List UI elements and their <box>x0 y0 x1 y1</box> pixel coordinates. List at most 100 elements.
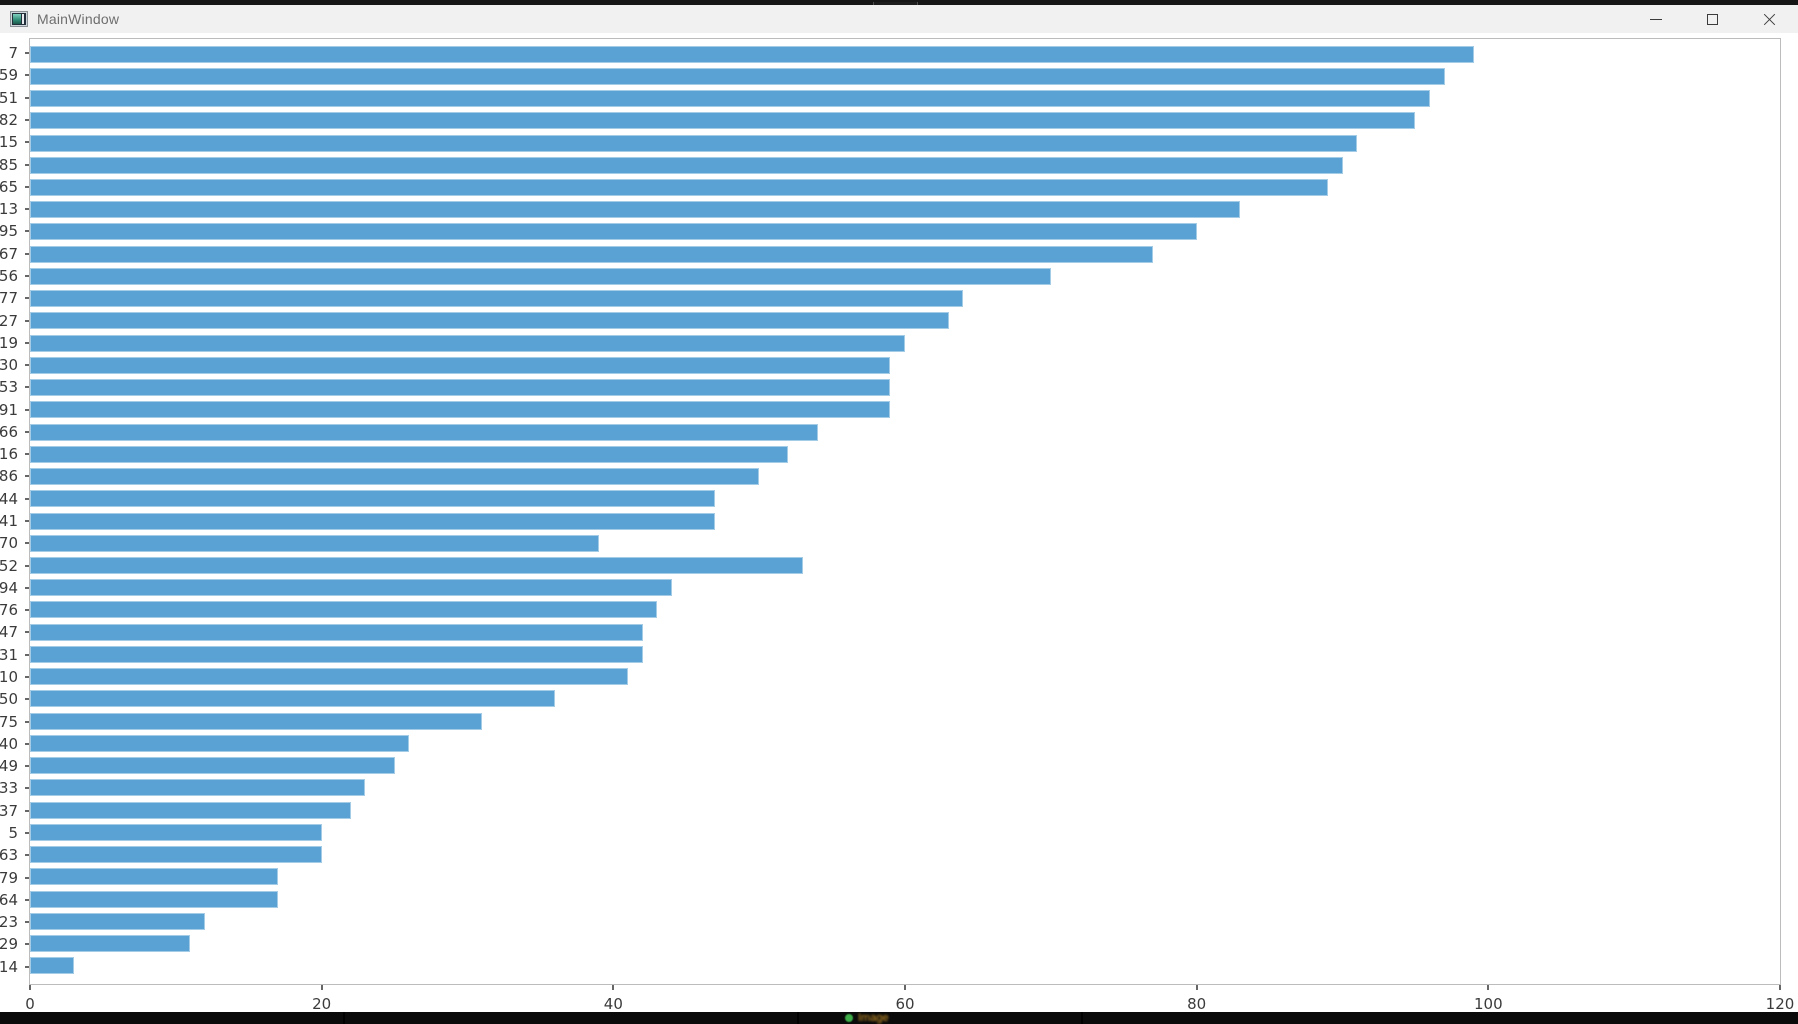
bar <box>30 312 949 330</box>
y-tick <box>25 497 29 500</box>
y-tick <box>25 631 29 634</box>
bar-row <box>30 599 1780 621</box>
x-tick-label: 0 <box>25 995 35 1013</box>
y-tick <box>25 408 29 411</box>
y-axis-label: 27 <box>0 309 29 331</box>
y-tick <box>25 520 29 523</box>
bar <box>30 712 483 730</box>
bar-row <box>30 154 1780 176</box>
y-tick <box>25 676 29 679</box>
y-tick <box>25 475 29 478</box>
bar <box>30 645 643 663</box>
y-axis-label: 41 <box>0 510 29 532</box>
y-axis-label: 56 <box>0 265 29 287</box>
y-axis: 7 59 51 82 15 85 65 13 95 67 56 77 27 19 30 53 91 66 16 86 4… <box>0 42 29 978</box>
y-axis-label: 86 <box>0 465 29 487</box>
bar-row <box>30 755 1780 777</box>
y-axis-label: 14 <box>0 956 29 978</box>
y-axis-label: 23 <box>0 911 29 933</box>
bar-row <box>30 43 1780 65</box>
bar-row <box>30 821 1780 843</box>
y-axis-label: 37 <box>0 800 29 822</box>
bar-row <box>30 465 1780 487</box>
bar <box>30 779 366 797</box>
x-tick-label: 20 <box>312 995 332 1013</box>
y-tick <box>25 274 29 277</box>
y-tick <box>25 698 29 701</box>
bar <box>30 67 1445 85</box>
y-tick <box>25 341 29 344</box>
divider <box>797 1012 799 1024</box>
bar-row <box>30 732 1780 754</box>
bar-row <box>30 488 1780 510</box>
maximize-button[interactable] <box>1684 5 1741 33</box>
y-tick <box>25 564 29 567</box>
bar-row <box>30 243 1780 265</box>
bar <box>30 201 1241 219</box>
background-status-text: Image <box>858 1012 889 1024</box>
bar-row <box>30 443 1780 465</box>
y-tick <box>25 208 29 211</box>
y-axis-label: 31 <box>0 644 29 666</box>
close-button[interactable] <box>1741 5 1798 33</box>
bar <box>30 912 205 930</box>
y-axis-label: 13 <box>0 198 29 220</box>
bar <box>30 757 395 775</box>
bar <box>30 534 599 552</box>
bar <box>30 823 322 841</box>
bar-row <box>30 199 1780 221</box>
background-app-bottom-strip: Image <box>0 1012 1798 1024</box>
y-axis-label: 5 <box>0 822 29 844</box>
bar-row <box>30 310 1780 332</box>
x-tick <box>29 985 31 990</box>
x-tick-label: 40 <box>603 995 623 1013</box>
bar <box>30 557 803 574</box>
bar <box>30 868 278 886</box>
y-tick <box>25 965 29 968</box>
x-tick <box>320 985 323 990</box>
bar <box>30 846 322 864</box>
y-axis-label: 51 <box>0 87 29 109</box>
y-tick <box>25 787 29 790</box>
y-axis-label: 40 <box>0 733 29 755</box>
y-tick <box>25 74 29 77</box>
bar <box>30 801 351 819</box>
x-tick <box>1487 985 1490 990</box>
bar-row <box>30 777 1780 799</box>
bar <box>30 601 658 619</box>
x-tick-label: 120 <box>1765 995 1795 1013</box>
y-axis-label: 47 <box>0 621 29 643</box>
y-tick <box>25 943 29 946</box>
y-tick <box>25 898 29 901</box>
window-titlebar[interactable]: MainWindow <box>0 5 1798 33</box>
y-axis-label: 49 <box>0 755 29 777</box>
minimize-button[interactable] <box>1627 5 1684 33</box>
y-axis-label: 70 <box>0 532 29 554</box>
y-tick <box>25 542 29 545</box>
bar-row <box>30 265 1780 287</box>
bar-row <box>30 577 1780 599</box>
bar <box>30 379 891 397</box>
bar-row <box>30 377 1780 399</box>
y-tick <box>25 854 29 857</box>
bar <box>30 445 789 463</box>
bar-row <box>30 399 1780 421</box>
bar <box>30 579 672 597</box>
x-tick <box>1195 985 1198 990</box>
bar <box>30 179 1328 197</box>
bar <box>30 401 891 419</box>
bars-container <box>30 43 1780 977</box>
y-tick <box>25 118 29 121</box>
maximize-icon <box>1707 13 1718 25</box>
bar-row <box>30 554 1780 576</box>
y-tick <box>25 319 29 322</box>
bar <box>30 112 1416 130</box>
bar-row <box>30 332 1780 354</box>
y-tick <box>25 720 29 723</box>
y-tick <box>25 364 29 367</box>
y-axis-label: 66 <box>0 421 29 443</box>
y-axis-label: 94 <box>0 577 29 599</box>
y-tick <box>25 586 29 589</box>
y-tick <box>25 96 29 99</box>
